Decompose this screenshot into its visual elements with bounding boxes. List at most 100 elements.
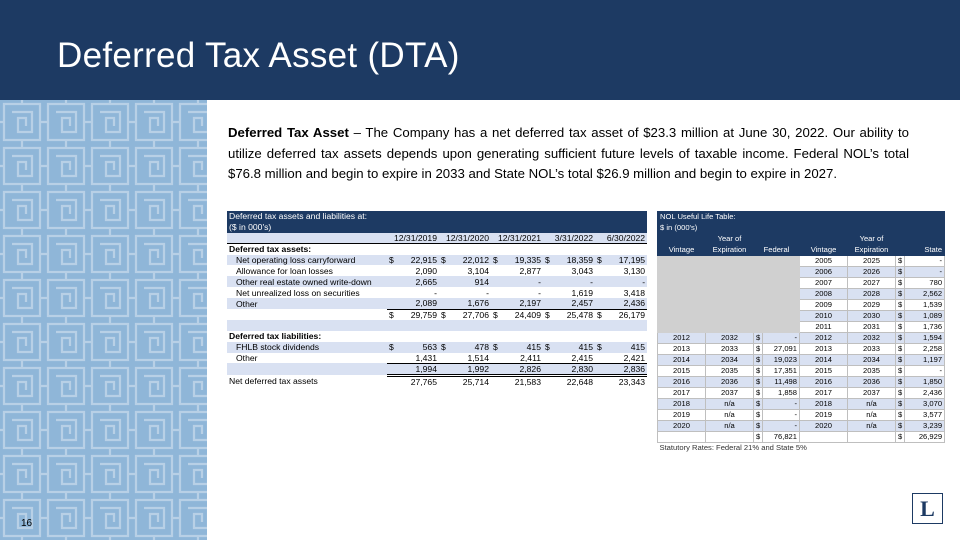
total-label — [227, 309, 387, 320]
spacer-row — [227, 319, 648, 331]
federal-vintage: 2019 — [657, 409, 706, 421]
state-vintage: 2019 — [799, 409, 848, 421]
nol-title: NOL Useful Life Table: — [656, 211, 946, 223]
state-amount: 1,736 — [903, 321, 946, 333]
federal-amount: 27,091 — [762, 343, 800, 355]
nol-row: 2019 n/a $ -2019 n/a $3,577 — [657, 409, 946, 421]
state-vintage: 2015 — [799, 365, 848, 377]
dollar-sign — [543, 298, 551, 310]
dollar-sign — [543, 375, 551, 387]
nol-row: 2009 2029 $1,539 — [657, 299, 946, 311]
state-amount: - — [903, 365, 946, 377]
state-expiration: 2030 — [847, 310, 896, 322]
value-cell: 2,877 — [519, 265, 541, 276]
federal-amount: 19,023 — [762, 354, 800, 366]
value-cell: 3,104 — [467, 265, 489, 276]
intro-bold: Deferred Tax Asset — [228, 125, 349, 140]
dollar-sign: $ — [491, 308, 499, 320]
federal-amount: - — [762, 409, 800, 421]
value-cell: 23,343 — [618, 376, 646, 387]
blank — [705, 431, 754, 443]
dollar-sign: $ — [491, 341, 499, 353]
column-header — [799, 233, 848, 245]
value-cell: 2,090 — [415, 265, 437, 276]
state-expiration: 2025 — [847, 255, 896, 267]
state-total: 26,929 — [903, 431, 946, 443]
spacer — [227, 319, 648, 331]
value-cell: 25,478 — [551, 308, 595, 320]
dollar-sign: $ — [895, 299, 905, 311]
dollar-sign — [543, 276, 551, 288]
value-cell: 2,665 — [395, 276, 439, 288]
dta-units-row: ($ in 000's) — [227, 221, 648, 233]
dollar-sign — [439, 298, 447, 310]
nol-footnote-row: Statutory Rates: Federal 21% and State 5… — [658, 443, 945, 454]
value-cell: - — [434, 287, 437, 298]
state-expiration: 2026 — [847, 266, 896, 278]
federal-amount: - — [762, 398, 800, 410]
state-amount: - — [903, 266, 946, 278]
dollar-sign — [491, 287, 499, 298]
column-header: 3/31/2022 — [543, 232, 595, 245]
column-header: 12/31/2020 — [439, 232, 491, 245]
state-amount: - — [903, 255, 946, 267]
dollar-sign: $ — [753, 398, 763, 410]
state-expiration: 2027 — [847, 277, 896, 289]
value-cell: 2,830 — [551, 362, 595, 377]
nol-row: 2016 2036 $11,498 2016 2036 $1,850 — [657, 376, 946, 388]
title-bar: Deferred Tax Asset (DTA) — [0, 0, 960, 100]
dollar-sign: $ — [753, 332, 763, 344]
net-row: Net deferred tax assets 27,765 25,714 21,58… — [227, 375, 647, 387]
federal-vintage: 2015 — [657, 365, 706, 377]
nol-row: 2010 2030 $1,089 — [657, 310, 946, 322]
dollar-sign — [387, 353, 395, 364]
nol-row: 2018 n/a $ -2018 n/a $3,070 — [657, 398, 946, 410]
state-vintage: 2005 — [799, 255, 848, 267]
asset-row: Other 2,089 1,676 2,197 2,457 2,436 — [227, 298, 648, 310]
dollar-sign — [543, 353, 551, 364]
dollar-sign: $ — [387, 254, 395, 266]
dollar-sign — [491, 298, 499, 310]
dollar-sign: $ — [439, 341, 447, 353]
liabilities-section-row: Deferred tax liabilities: — [227, 331, 647, 342]
federal-vintage: 2016 — [657, 376, 706, 388]
federal-vintage: 2020 — [657, 420, 706, 432]
dollar-sign — [595, 375, 603, 387]
dollar-sign: $ — [595, 341, 603, 353]
federal-expiration: 2035 — [705, 365, 754, 377]
nol-row: 2015 2035 $17,351 2015 2035 $ - — [657, 365, 946, 377]
dollar-sign — [439, 276, 447, 288]
dollar-sign — [439, 362, 447, 377]
dollar-sign — [387, 298, 395, 310]
dollar-sign: $ — [439, 308, 447, 320]
nol-row: 2013 2033 $27,091 2013 2033 $2,258 — [657, 343, 946, 355]
value-cell: 26,179 — [603, 308, 648, 320]
liabilities-total-row: 1,994 1,992 2,826 2,830 2,836 — [227, 362, 648, 377]
state-vintage: 2013 — [799, 343, 848, 355]
federal-vintage: 2012 — [657, 332, 706, 344]
nol-header-row: Vintage Expiration Federal Vintage Expiratio… — [657, 244, 946, 256]
value-cell: 563 — [395, 341, 439, 353]
value-cell: 22,012 — [447, 254, 491, 266]
state-amount: 2,562 — [903, 288, 946, 300]
state-amount: 1,539 — [903, 299, 946, 311]
value-cell: 2,421 — [623, 352, 646, 363]
deferred-tax-table: Deferred tax assets and liabilities at:(… — [227, 211, 648, 387]
value-cell: 24,409 — [499, 308, 543, 320]
federal-total: 76,821 — [762, 431, 800, 443]
dollar-sign — [491, 276, 499, 288]
dollar-sign — [387, 362, 395, 377]
federal-expiration: 2037 — [705, 387, 754, 399]
dollar-sign: $ — [753, 343, 763, 355]
state-amount: 1,197 — [903, 354, 946, 366]
row-label: Other — [236, 353, 258, 364]
value-cell: 2,436 — [603, 298, 648, 310]
dollar-sign — [387, 375, 395, 387]
value-cell: 2,197 — [499, 298, 543, 310]
blank — [847, 431, 896, 443]
dollar-sign: $ — [895, 332, 905, 344]
liability-row: Other 1,431 1,514 2,411 2,415 2,421 — [227, 353, 647, 364]
federal-amount: - — [762, 332, 800, 344]
dollar-sign — [543, 362, 551, 377]
federal-expiration: n/a — [705, 420, 754, 432]
